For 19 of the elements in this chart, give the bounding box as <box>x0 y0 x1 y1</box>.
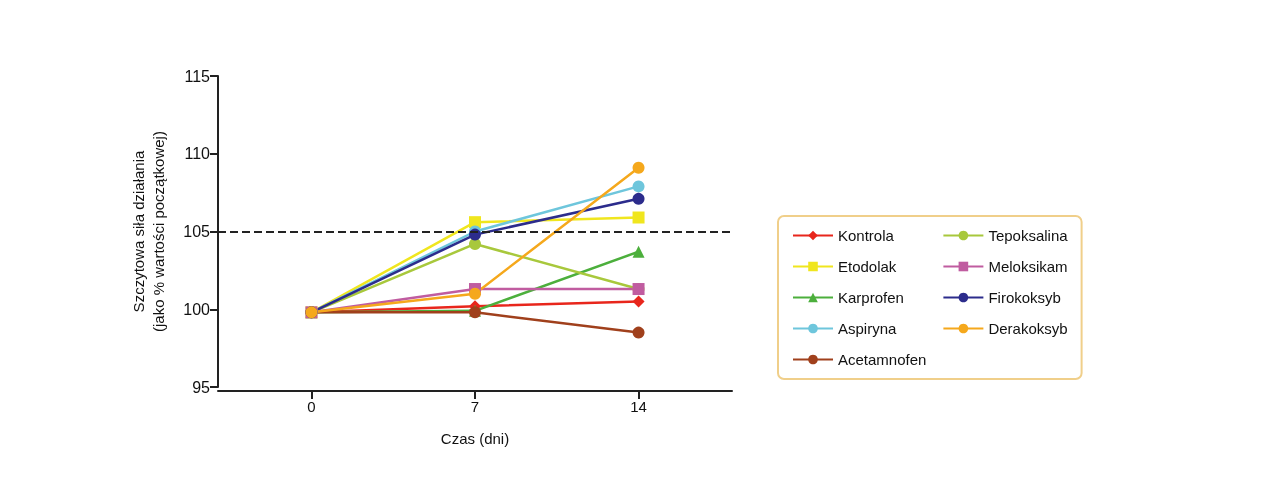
legend-label: Derakoksyb <box>988 320 1068 337</box>
x-tick-label: 14 <box>630 398 647 415</box>
legend-label: Firokoksyb <box>988 289 1061 306</box>
legend-label: Kontrola <box>838 227 895 244</box>
x-tick-label: 0 <box>307 398 316 415</box>
legend-label: Karprofen <box>838 289 904 306</box>
y-tick-label: 115 <box>184 67 211 85</box>
legend-label: Aspiryna <box>838 320 898 337</box>
y-tick-label: 95 <box>192 378 211 396</box>
y-axis-title: Szczytowa siła działania (jako % wartości początkowej) <box>129 131 167 332</box>
y-tick-label: 110 <box>184 145 211 163</box>
legend-label: Etodolak <box>838 258 897 275</box>
y-tick-label: 100 <box>183 300 211 318</box>
legend-label: Acetamnofen <box>838 351 927 368</box>
x-tick-label: 7 <box>470 398 480 415</box>
legend-label: Meloksikam <box>988 258 1068 275</box>
y-tick-label: 105 <box>183 223 211 240</box>
legend-label: Tepoksalina <box>988 227 1069 244</box>
x-axis-title: Czas (dni) <box>440 430 510 447</box>
